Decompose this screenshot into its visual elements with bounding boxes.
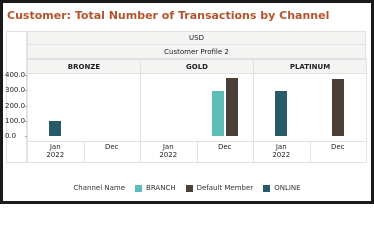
legend-swatch	[185, 184, 193, 192]
y-tick-label: 200.0	[5, 101, 26, 110]
chart-title: Customer: Total Number of Transactions b…	[7, 9, 330, 22]
tick-mark	[25, 120, 27, 122]
panel-plot	[27, 74, 141, 141]
chart: Customer: Total Number of Transactions b…	[0, 0, 374, 204]
legend-swatch	[263, 184, 271, 192]
y-tick-label: 0.0	[5, 132, 17, 140]
y-tick-label: 100.0	[5, 116, 26, 125]
axis-column	[6, 31, 27, 163]
bar	[275, 91, 288, 136]
y-tick-label: 300.0	[5, 86, 26, 95]
x-tick-label: Jan 2022	[159, 143, 178, 159]
tick-mark	[25, 105, 27, 107]
tick-mark	[25, 90, 27, 92]
panel-header: PLATINUM	[253, 59, 367, 74]
tick-mark	[25, 136, 27, 137]
x-tick-label: Dec	[104, 143, 119, 151]
x-label-cell	[309, 141, 367, 163]
bar	[211, 91, 224, 136]
x-tick-label: Dec	[217, 143, 232, 151]
legend-label: BRANCH	[146, 184, 176, 192]
panel-plot	[253, 74, 367, 141]
bar	[331, 78, 344, 136]
legend-swatch	[135, 184, 143, 192]
legend-label: ONLINE	[274, 184, 301, 192]
x-tick-label: Dec	[330, 143, 345, 151]
x-tick-label: Jan 2022	[46, 143, 65, 159]
bar	[49, 120, 62, 136]
legend: Channel Name BRANCH Default Member ONLINE	[3, 184, 371, 192]
subheader-cell: Customer Profile 2	[27, 44, 366, 59]
legend-label: Default Member	[196, 184, 254, 192]
legend-title: Channel Name	[73, 184, 126, 192]
y-tick-label: 400.0	[5, 71, 26, 79]
bar	[225, 78, 238, 136]
header-cell: USD	[27, 31, 366, 45]
panel-header: GOLD	[140, 59, 254, 74]
tick-mark	[25, 75, 27, 76]
x-tick-label: Jan 2022	[272, 143, 291, 159]
panel-header: BRONZE	[27, 59, 141, 74]
